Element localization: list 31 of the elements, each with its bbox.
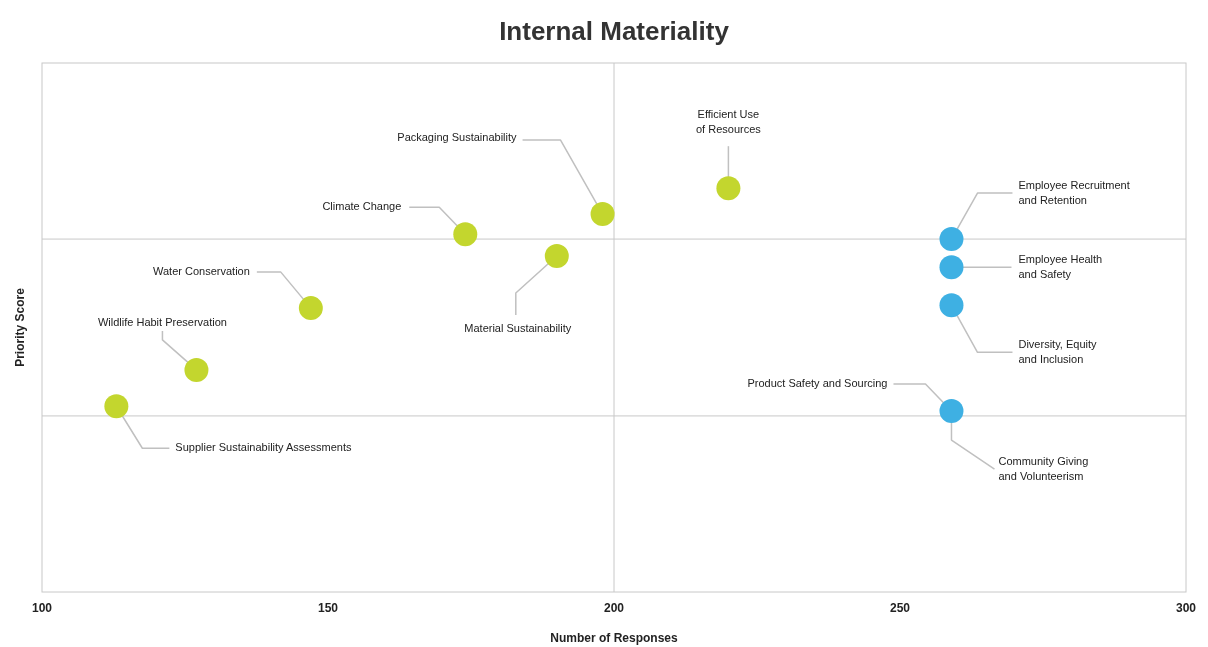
point [453,222,478,247]
annotation: Packaging Sustainability [397,130,518,143]
annotation: Material Sustainability [464,321,572,334]
point [544,244,569,269]
point [939,399,964,424]
annotation: Employee Health and Safety [1018,252,1103,280]
x-axis-title: Number of Responses [550,631,679,645]
annotation: Efficient Use of Resources [695,107,762,135]
point [590,202,615,227]
point [939,293,964,318]
annotation: Supplier Sustainability Assessments [175,441,352,454]
x-tick-label: 250 [889,601,911,615]
x-tick-label: 100 [31,601,53,615]
annotation: Employee Recruitment and Retention [1018,178,1130,206]
annotation: Water Conservation [153,265,250,278]
annotation: Wildlife Habit Preservation [97,315,227,328]
chart-title: Internal Materiality [499,16,730,46]
annotation: Community Giving and Volunteerism [998,454,1089,482]
x-tick-label: 150 [317,601,339,615]
point [104,394,129,419]
y-axis-title: Priority Score [13,287,27,367]
point [184,357,209,382]
annotation: Diversity, Equity and Inclusion [1018,337,1098,365]
point [298,296,323,321]
point [939,255,964,280]
point [716,176,741,201]
x-tick-label: 200 [603,601,625,615]
annotation: Product Safety and Sourcing [747,377,888,389]
x-tick-label: 300 [1175,601,1197,615]
annotation: Climate Change [322,200,402,213]
point [939,227,964,252]
